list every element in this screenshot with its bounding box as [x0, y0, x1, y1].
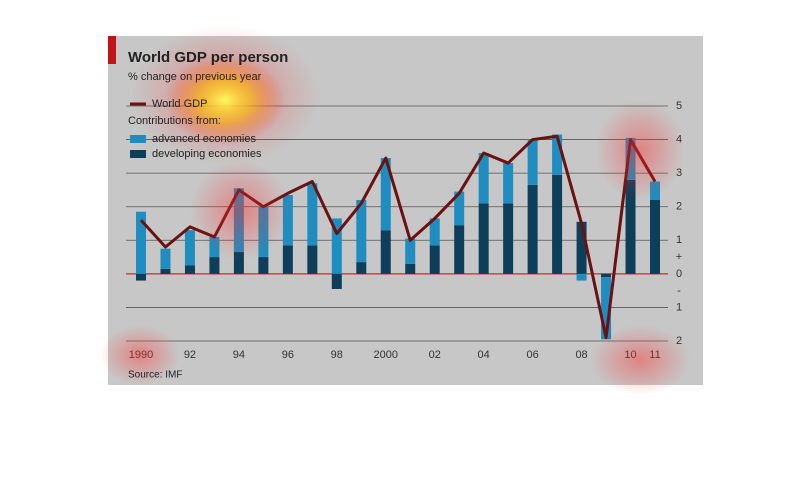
x-tick-label: 98: [331, 349, 343, 361]
legend-swatch: [130, 150, 146, 158]
bar: [307, 183, 318, 246]
x-tick-label: 06: [526, 349, 538, 361]
legend-label: World GDP: [152, 98, 207, 110]
bar: [478, 203, 489, 274]
bar: [380, 230, 391, 274]
x-tick-label: 02: [429, 349, 441, 361]
bar: [576, 273, 587, 281]
bar: [184, 230, 195, 266]
bar: [356, 200, 367, 263]
bar: [136, 211, 146, 274]
bar: [380, 158, 391, 231]
bar: [625, 179, 636, 274]
x-tick-label: 92: [184, 349, 196, 361]
bar: [650, 200, 660, 274]
legend-label: advanced economies: [152, 133, 256, 145]
bar: [405, 263, 416, 274]
bar: [331, 273, 342, 289]
legend-swatch: [130, 135, 146, 143]
bar: [331, 218, 342, 274]
bar: [478, 153, 489, 204]
bar: [552, 174, 563, 274]
x-tick-label: 94: [233, 349, 245, 361]
bar: [356, 262, 367, 274]
chart-title: World GDP per person: [128, 49, 288, 66]
bar: [601, 277, 612, 340]
bar: [209, 257, 220, 274]
bar: [576, 221, 587, 274]
bar: [601, 273, 612, 278]
bar: [233, 252, 244, 274]
bar: [405, 238, 416, 264]
bar: [527, 139, 538, 185]
heatmap: [100, 25, 690, 395]
bar: [184, 265, 195, 274]
bar: [527, 184, 538, 274]
x-tick-label: 2000: [374, 349, 398, 361]
y-tick-label: 1: [676, 301, 682, 313]
bar: [282, 245, 293, 274]
x-tick-label: 96: [282, 349, 294, 361]
bar: [429, 218, 440, 246]
bar: [552, 134, 563, 175]
bar: [429, 245, 440, 274]
chart-subtitle: % change on previous year: [128, 71, 262, 83]
bar: [454, 191, 465, 226]
bar: [454, 225, 465, 274]
x-tick-label: 08: [575, 349, 587, 361]
bar: [136, 273, 146, 281]
legend-label: developing economies: [152, 148, 262, 160]
y-tick-label: 5: [676, 100, 682, 112]
y-tick-label: 1: [676, 234, 682, 246]
bar: [503, 163, 514, 204]
zero-sign: +: [676, 251, 682, 263]
bar: [307, 245, 318, 274]
bar: [503, 203, 514, 274]
x-tick-label: 04: [478, 349, 490, 361]
bar: [160, 248, 171, 269]
y-tick-label: 0: [676, 268, 682, 280]
zero-sign: -: [677, 285, 681, 297]
bar: [258, 257, 269, 274]
y-tick-label: 2: [676, 201, 682, 213]
legend-title: Contributions from:: [128, 115, 221, 127]
source: Source: IMF: [128, 370, 182, 381]
accent-bar: [108, 36, 116, 64]
bar: [160, 268, 171, 274]
